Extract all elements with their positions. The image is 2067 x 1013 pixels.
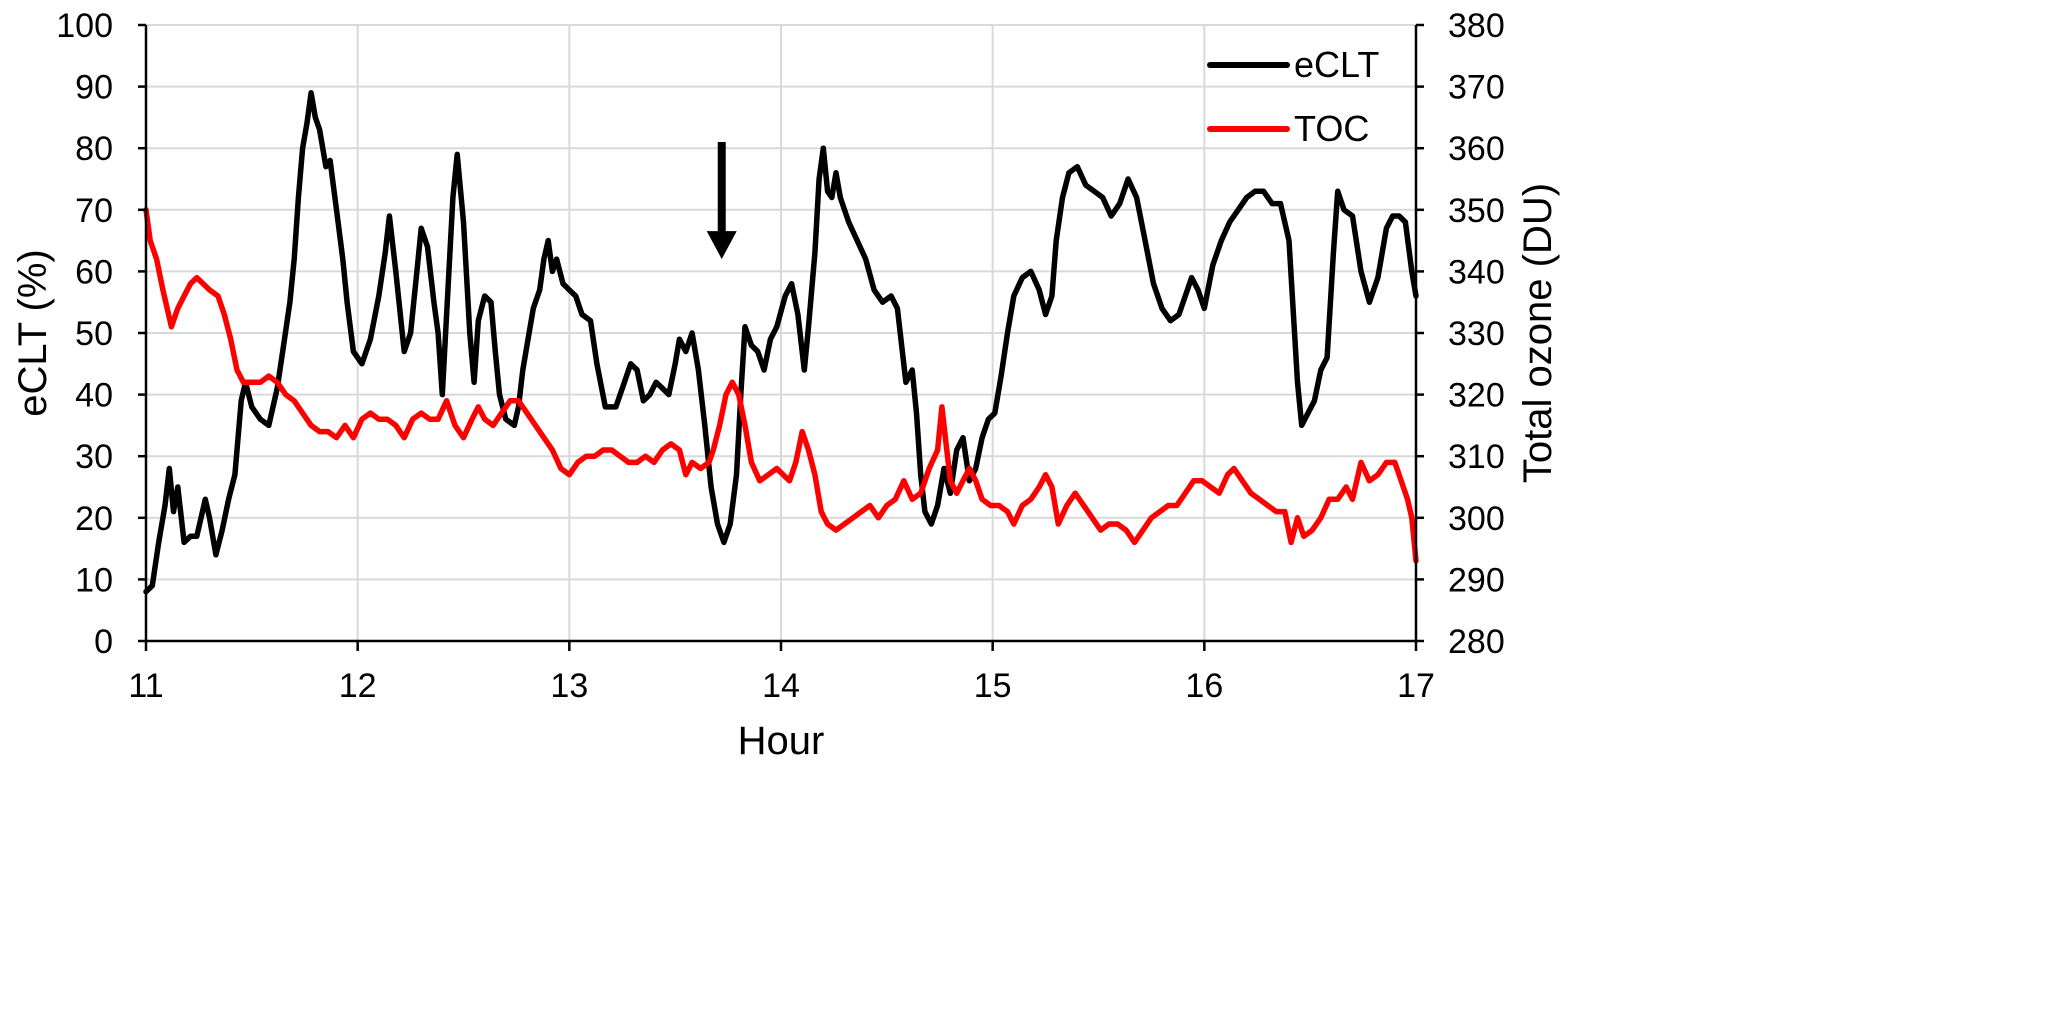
x-tick-label: 15 — [974, 667, 1012, 705]
y-left-tick-label: 70 — [75, 192, 113, 230]
down-arrow-icon — [706, 231, 737, 260]
y-right-tick-label: 300 — [1448, 500, 1505, 538]
annotations — [706, 142, 737, 260]
y-axis-right-title: Total ozone (DU) — [1516, 183, 1560, 483]
y-right-tick-label: 330 — [1448, 315, 1505, 353]
y-left-tick-label: 100 — [56, 7, 113, 45]
y-left-tick-label: 90 — [75, 69, 113, 107]
legend-label-eclt: eCLT — [1294, 44, 1379, 85]
y-left-tick-label: 30 — [75, 438, 113, 476]
y-right-tick-label: 350 — [1448, 192, 1505, 230]
y-right-tick-label: 370 — [1448, 69, 1505, 107]
x-tick-label: 12 — [339, 667, 377, 705]
legend-label-toc: TOC — [1294, 108, 1369, 149]
y-left-tick-label: 40 — [75, 377, 113, 415]
y-right-tick-label: 290 — [1448, 561, 1505, 599]
y-right-tick-label: 340 — [1448, 253, 1505, 291]
x-tick-label: 16 — [1185, 667, 1223, 705]
y-axis-left-title: eCLT (%) — [11, 249, 55, 416]
y-right-tick-label: 280 — [1448, 623, 1505, 661]
y-left-tick-label: 60 — [75, 253, 113, 291]
axes: 11 12 13 14 15 16 17 0 10 20 30 40 50 60 70 80 90 100 280 2… — [56, 7, 1504, 705]
y-right-tick-label: 360 — [1448, 130, 1505, 168]
y-right-tick-label: 310 — [1448, 438, 1505, 476]
y-right-tick-label: 380 — [1448, 7, 1505, 45]
x-tick-label: 13 — [550, 667, 588, 705]
x-tick-label: 14 — [762, 667, 800, 705]
y-left-tick-label: 20 — [75, 500, 113, 538]
legend: eCLT TOC — [1207, 44, 1379, 149]
x-tick-label: 11 — [128, 667, 163, 705]
x-axis-title: Hour — [738, 719, 825, 763]
y-right-tick-label: 320 — [1448, 377, 1505, 415]
x-tick-label: 17 — [1397, 667, 1435, 705]
gridlines — [145, 24, 1417, 642]
series-line-eclt — [143, 90, 1419, 595]
y-left-tick-label: 10 — [75, 561, 113, 599]
y-left-tick-label: 80 — [75, 130, 113, 168]
y-left-tick-label: 0 — [94, 623, 113, 661]
y-left-tick-label: 50 — [75, 315, 113, 353]
series-lines — [143, 90, 1419, 595]
series-line-toc — [143, 207, 1419, 564]
